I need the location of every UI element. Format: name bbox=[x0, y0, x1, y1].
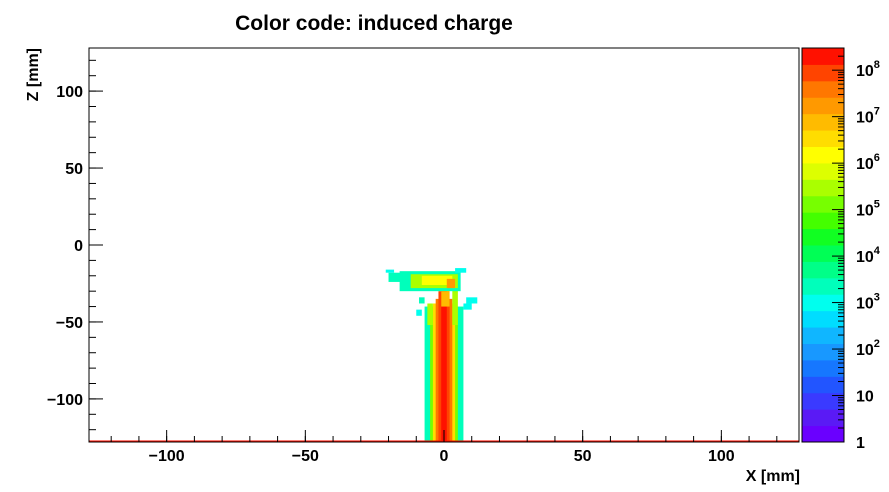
palette-swatch bbox=[802, 409, 844, 427]
x-tick-label: 0 bbox=[440, 448, 449, 465]
palette-swatch bbox=[802, 392, 844, 410]
z-tick-base: 10 bbox=[856, 249, 874, 266]
palette-swatch bbox=[802, 113, 844, 131]
palette-swatch bbox=[802, 277, 844, 295]
palette-swatch bbox=[802, 294, 844, 312]
z-tick-label: 1 bbox=[856, 435, 865, 452]
z-tick-exponent: 4 bbox=[874, 245, 881, 257]
heatmap-cell bbox=[466, 297, 478, 304]
y-tick-label: 50 bbox=[65, 161, 83, 178]
y-tick-label: −50 bbox=[56, 315, 83, 332]
x-tick-label: −100 bbox=[149, 448, 185, 465]
z-tick-label: 106 bbox=[856, 152, 880, 173]
palette-swatch bbox=[802, 146, 844, 164]
palette-border bbox=[801, 47, 845, 443]
z-tick-exponent: 5 bbox=[874, 199, 880, 211]
palette-swatch bbox=[802, 359, 844, 377]
palette-swatch bbox=[802, 212, 844, 230]
z-tick-exponent: 6 bbox=[874, 152, 880, 164]
z-tick-label: 108 bbox=[856, 59, 880, 80]
z-tick-base: 10 bbox=[856, 342, 874, 359]
x-tick-label: 100 bbox=[708, 448, 735, 465]
palette-swatch bbox=[802, 195, 844, 213]
heatmap-cell bbox=[416, 309, 422, 316]
palette-swatch bbox=[802, 343, 844, 361]
z-tick-exponent: 8 bbox=[874, 59, 880, 71]
palette-swatch bbox=[802, 425, 844, 443]
x-axis: −100 −50 0 50 100 bbox=[110, 430, 778, 465]
heatmap-cell bbox=[446, 278, 456, 289]
y-tick-label: −100 bbox=[47, 392, 83, 409]
heatmap-cell bbox=[441, 291, 450, 307]
z-tick-label: 10 bbox=[856, 389, 874, 406]
palette-swatch bbox=[802, 179, 844, 197]
color-palette bbox=[801, 47, 845, 443]
heatmap-cell bbox=[421, 275, 453, 286]
heatmap-cell bbox=[452, 288, 458, 326]
palette-swatch bbox=[802, 64, 844, 82]
palette-swatch bbox=[802, 245, 844, 262]
z-tick-base: 10 bbox=[856, 63, 874, 80]
z-tick-base: 1 bbox=[856, 435, 865, 452]
chart-title: Color code: induced charge bbox=[235, 12, 513, 35]
palette-swatch bbox=[802, 97, 844, 115]
y-axis: −100 −50 0 50 100 bbox=[47, 59, 103, 431]
z-tick-base: 10 bbox=[856, 296, 874, 313]
palette-swatch bbox=[802, 130, 844, 147]
palette-swatch bbox=[802, 310, 844, 328]
heatmap-cell bbox=[455, 268, 467, 273]
z-tick-exponent: 7 bbox=[874, 106, 880, 118]
z-tick-base: 10 bbox=[856, 389, 874, 406]
heatmap-cell bbox=[385, 269, 395, 273]
heatmap-cell bbox=[441, 283, 447, 442]
palette-swatch bbox=[802, 228, 844, 246]
x-axis-label: X [mm] bbox=[746, 468, 800, 485]
palette-swatch bbox=[802, 162, 844, 180]
z-tick-label: 103 bbox=[856, 292, 880, 313]
z-tick-label: 105 bbox=[856, 199, 880, 220]
z-tick-base: 10 bbox=[856, 156, 874, 173]
heatmap-cell bbox=[427, 303, 433, 326]
z-tick-base: 10 bbox=[856, 203, 874, 220]
y-axis-label: Z [mm] bbox=[25, 48, 42, 101]
heatmap-cell bbox=[388, 272, 403, 282]
z-tick-exponent: 2 bbox=[874, 338, 880, 350]
y-tick-label: 0 bbox=[74, 238, 83, 255]
palette-swatch bbox=[802, 261, 844, 279]
z-tick-base: 10 bbox=[856, 110, 874, 127]
x-tick-label: 50 bbox=[574, 448, 592, 465]
z-tick-exponent: 3 bbox=[874, 292, 880, 304]
heatmap-cell bbox=[419, 297, 425, 304]
heatmap-cell bbox=[463, 303, 472, 310]
z-tick-label: 102 bbox=[856, 338, 880, 359]
z-tick-label: 107 bbox=[856, 106, 880, 127]
palette-swatch bbox=[802, 376, 844, 394]
y-tick-label: 100 bbox=[56, 84, 83, 101]
palette-swatch bbox=[802, 327, 844, 344]
z-tick-label: 104 bbox=[856, 245, 881, 266]
palette-swatch bbox=[802, 48, 844, 65]
palette-swatch bbox=[802, 80, 844, 98]
heatmap-cells bbox=[89, 268, 799, 442]
x-tick-label: −50 bbox=[292, 448, 319, 465]
